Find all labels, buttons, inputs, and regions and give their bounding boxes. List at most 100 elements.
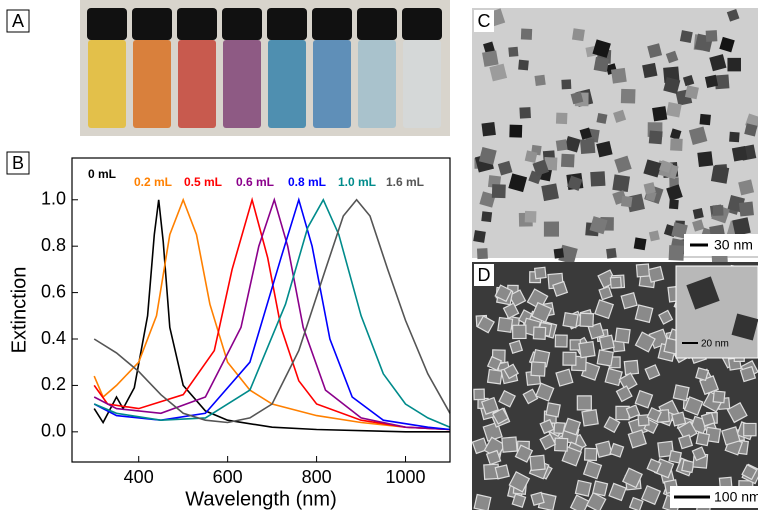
spectrum-line [94, 200, 450, 432]
particle [495, 465, 509, 479]
particle [669, 245, 685, 261]
particle [606, 248, 617, 259]
particle [652, 106, 667, 121]
particle [593, 481, 608, 496]
particle [482, 50, 499, 67]
particle [555, 335, 567, 347]
particle [597, 350, 613, 366]
y-tick-label: 0.0 [41, 421, 66, 441]
vial-cap [177, 8, 217, 40]
particle [621, 89, 636, 104]
particle [535, 75, 546, 86]
particle [492, 184, 506, 198]
particle [732, 146, 748, 162]
vial-cap [222, 8, 262, 40]
vial-liquid [223, 40, 261, 128]
particle [473, 230, 486, 243]
particle [530, 455, 545, 470]
particle [502, 437, 517, 452]
panel-label: B [12, 153, 24, 173]
particle [610, 277, 621, 288]
particle [519, 107, 531, 119]
particle [561, 154, 575, 168]
particle [740, 367, 755, 382]
particle [673, 385, 689, 401]
particle [611, 68, 627, 84]
y-tick-label: 0.2 [41, 374, 66, 394]
particle [700, 114, 711, 125]
vial-liquid [133, 40, 171, 128]
particle [615, 328, 630, 343]
legend-label: 0 mL [88, 167, 116, 181]
scale-label: 100 nm [714, 489, 758, 505]
particle [498, 318, 513, 333]
legend-label: 0.2 mL [134, 175, 172, 189]
particle [711, 165, 729, 183]
particle [525, 211, 537, 223]
vial-cap [87, 8, 127, 40]
scale-label: 20 nm [701, 339, 729, 350]
x-axis-label: Wavelength (nm) [185, 488, 337, 510]
particle [554, 248, 564, 258]
legend-label: 0.6 mL [236, 175, 274, 189]
legend-label: 1.6 mL [386, 175, 424, 189]
particle [594, 57, 609, 72]
particle [579, 342, 595, 358]
particle [679, 435, 693, 449]
particle [474, 494, 491, 510]
particle [732, 217, 751, 236]
particle [685, 85, 699, 99]
particle [682, 460, 694, 472]
particle [705, 75, 718, 88]
particle [533, 327, 545, 339]
particle [572, 28, 585, 41]
panel-label: D [478, 265, 491, 285]
legend-label: 1.0 mL [338, 175, 376, 189]
particle [635, 305, 652, 322]
figure: A B C30 nm 20 nmD100 nm 0.00.20.40.60.81… [0, 0, 758, 510]
y-tick-label: 0.8 [41, 235, 66, 255]
particle [713, 391, 725, 403]
particle [621, 293, 637, 309]
particle [666, 102, 682, 118]
particle [739, 202, 754, 217]
y-tick-label: 0.6 [41, 281, 66, 301]
particle [580, 313, 593, 326]
particle [531, 362, 545, 376]
particle [563, 352, 576, 365]
legend-label: 0.8 mL [288, 175, 326, 189]
particle [596, 441, 612, 457]
particle [474, 389, 484, 399]
vial-liquid [178, 40, 216, 128]
particle [477, 248, 488, 259]
panel-label: C [478, 11, 491, 31]
particle [670, 138, 683, 151]
particle [561, 79, 571, 89]
particle [481, 122, 495, 136]
x-tick-label: 800 [302, 467, 332, 487]
particle [696, 368, 708, 380]
particle [672, 412, 686, 426]
x-tick-label: 600 [213, 467, 243, 487]
particle [693, 208, 704, 219]
sem-image: 20 nm D 100 nm [472, 262, 758, 510]
x-tick-label: 400 [124, 467, 154, 487]
particle [702, 413, 715, 426]
particle [596, 113, 607, 124]
vial-liquid [403, 40, 441, 128]
particle [508, 47, 518, 57]
x-tick-label: 1000 [386, 467, 426, 487]
vial-photo [80, 0, 450, 136]
vial-liquid [88, 40, 126, 128]
particle [713, 205, 724, 216]
particle [556, 139, 568, 151]
y-tick-label: 0.4 [41, 328, 66, 348]
particle [590, 171, 605, 186]
particle [555, 438, 568, 451]
particle [546, 403, 560, 417]
scale-label: 30 nm [714, 237, 753, 253]
particle [563, 313, 578, 328]
particle [649, 230, 660, 241]
particle [605, 368, 622, 385]
particle [521, 29, 532, 40]
